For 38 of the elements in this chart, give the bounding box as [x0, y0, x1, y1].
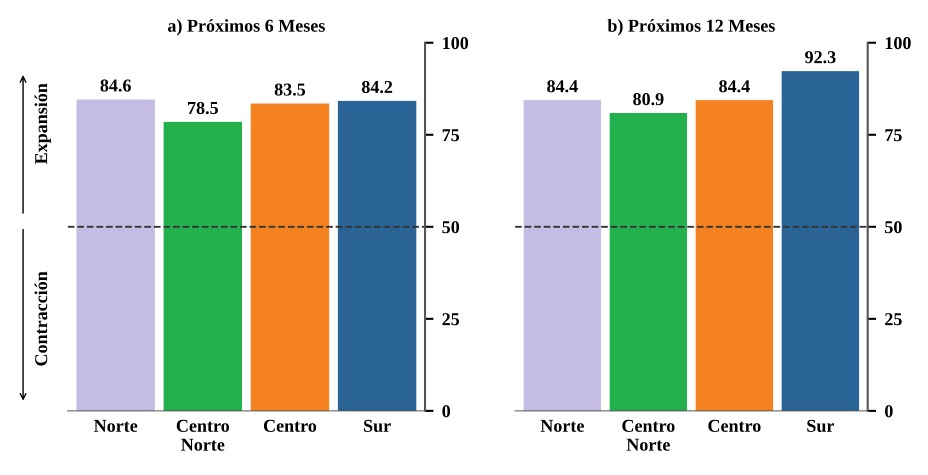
- y-tick-label: 25: [442, 313, 460, 326]
- data-label: 84.6: [100, 79, 131, 92]
- y-tick-label: 75: [885, 129, 902, 142]
- x-tick-label: Sur: [807, 420, 834, 432]
- y-tick-label: 25: [885, 313, 902, 326]
- data-label: 78.5: [188, 102, 218, 114]
- x-tick-label: Centro Norte: [622, 420, 675, 451]
- bar: [524, 100, 602, 411]
- x-tick-label: Norte: [540, 420, 584, 432]
- y-tick-label: 75: [442, 129, 460, 142]
- data-label: 83.5: [274, 83, 306, 96]
- bar: [338, 100, 416, 411]
- y-tick-label: 100: [886, 37, 911, 50]
- x-tick-label: Centro: [264, 420, 316, 432]
- bar: [782, 71, 860, 411]
- text: Contracción: [34, 271, 48, 366]
- data-label: 84.2: [362, 80, 392, 94]
- y-tick-label: 0: [885, 405, 893, 418]
- chart-title: b) Próximos 12 Meses: [608, 19, 775, 36]
- y-tick-label: 100: [443, 37, 468, 50]
- bar: [76, 99, 155, 411]
- bar: [250, 103, 330, 411]
- data-label: 92.3: [805, 51, 836, 64]
- bar: [696, 100, 774, 411]
- x-tick-label: Sur: [364, 420, 391, 432]
- data-label: 84.4: [719, 80, 750, 92]
- y-tick-label: 50: [442, 221, 460, 234]
- data-label: 80.9: [633, 93, 664, 106]
- bar: [164, 122, 242, 411]
- x-tick-label: Norte: [94, 420, 138, 432]
- x-tick-label: Centro Norte: [176, 420, 230, 451]
- y-tick-label: 50: [885, 221, 902, 234]
- data-label: 84.4: [547, 80, 578, 92]
- chart-title: a) Próximos 6 Meses: [168, 19, 325, 36]
- y-tick-label: 0: [442, 405, 450, 418]
- x-tick-label: Centro: [708, 420, 761, 432]
- bar: [610, 113, 688, 411]
- text: Expansión: [34, 83, 51, 164]
